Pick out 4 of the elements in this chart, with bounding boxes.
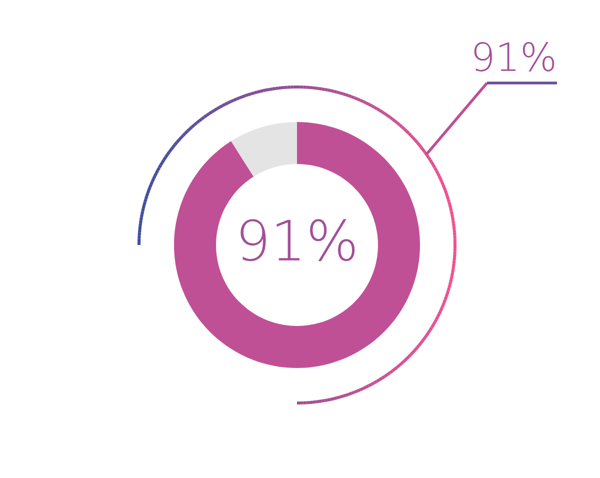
text: 91%	[474, 42, 554, 72]
data-label: 91%	[240, 219, 355, 262]
donut-slice	[174, 122, 420, 368]
donut-slice	[231, 122, 297, 177]
